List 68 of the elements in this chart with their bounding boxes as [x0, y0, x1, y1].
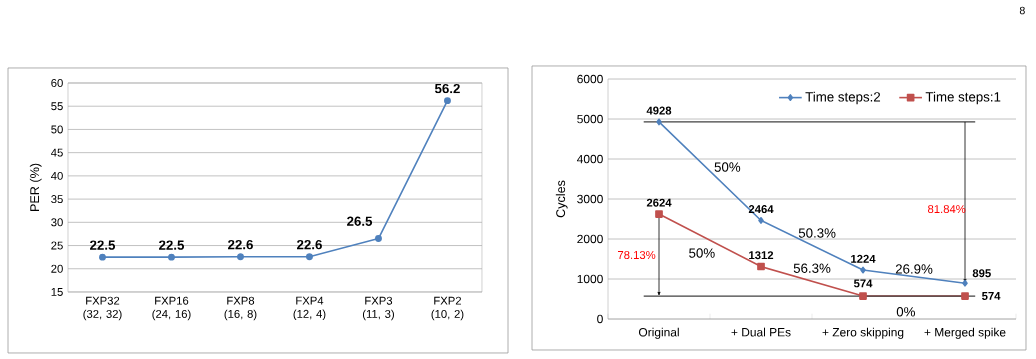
y-tick-label: 0 — [597, 314, 603, 324]
y-axis-title: PER (%) — [29, 163, 42, 211]
annotation: 56.3% — [793, 263, 831, 273]
legend-label: Time steps:1 — [925, 91, 1001, 105]
point — [757, 262, 765, 271]
annotation: 78.13% — [618, 251, 656, 259]
annotation: 50.3% — [798, 228, 836, 238]
y-tick-label: 45 — [50, 148, 63, 157]
point — [237, 253, 244, 261]
x-tick-label: FXP4 (12, 4) — [293, 296, 326, 321]
y-tick-label: 35 — [51, 195, 63, 204]
annotation: 81.84% — [928, 205, 966, 213]
y-tick-label: 50 — [51, 125, 63, 134]
x-tick-label: FXP16 (24, 16) — [152, 296, 191, 321]
point — [656, 118, 662, 126]
data-label: 574 — [853, 279, 873, 288]
y-tick-label: 6000 — [577, 74, 603, 84]
data-label: 1312 — [749, 251, 774, 260]
y-tick-label: 15 — [51, 288, 63, 296]
point — [961, 292, 969, 300]
point — [375, 235, 382, 243]
annotation: 0% — [896, 307, 915, 317]
annotation: 26.9% — [895, 264, 933, 274]
x-tick-label: + Merged spike — [924, 327, 1006, 339]
y-tick-label: 25 — [51, 241, 63, 250]
x-tick-label: FXP3 (11, 3) — [362, 296, 394, 321]
point — [758, 216, 764, 224]
legend-label: Time steps:2 — [805, 91, 881, 105]
point — [860, 266, 866, 274]
y-tick-label: 1000 — [577, 274, 603, 284]
data-label: 895 — [972, 269, 991, 278]
point — [306, 253, 313, 261]
y-tick-label: 60 — [51, 79, 63, 87]
point — [859, 292, 867, 300]
point — [655, 210, 663, 218]
y-tick-label: 3000 — [577, 194, 603, 204]
y-tick-label: 40 — [50, 171, 63, 180]
data-label: 4928 — [646, 106, 672, 115]
point — [962, 279, 968, 287]
data-label: 22.6 — [228, 239, 253, 250]
annotation: 50% — [714, 162, 741, 172]
point — [99, 253, 106, 261]
y-tick-label: 4000 — [576, 154, 603, 164]
x-tick-label: + Dual PEs — [731, 327, 791, 337]
data-label: 26.5 — [347, 216, 373, 226]
x-tick-label: Original — [638, 327, 679, 339]
y-axis-title: Cycles — [555, 180, 568, 218]
data-label: 574 — [982, 292, 1001, 300]
y-tick-label: 30 — [51, 218, 63, 227]
text: 8 — [1019, 6, 1025, 15]
x-tick-label: + Zero skipping — [822, 327, 904, 339]
point — [168, 253, 175, 261]
y-tick-label: 2000 — [577, 234, 603, 244]
y-tick-label: 20 — [51, 264, 63, 273]
data-label: 22.5 — [90, 240, 116, 250]
annotation: 50% — [689, 248, 715, 258]
y-tick-label: 55 — [51, 102, 63, 111]
data-label: 2624 — [646, 198, 672, 207]
x-tick-label: FXP8 (16, 8) — [224, 296, 257, 321]
point — [444, 97, 451, 105]
data-label: 56.2 — [434, 83, 460, 94]
data-label: 1224 — [851, 254, 876, 263]
x-tick-label: FXP2 (10, 2) — [431, 296, 464, 321]
data-label: 22.6 — [297, 239, 322, 250]
x-tick-label: FXP32 (32, 32) — [83, 296, 122, 321]
data-label: 2464 — [748, 205, 774, 214]
data-label: 22.5 — [159, 240, 185, 250]
y-tick-label: 5000 — [577, 114, 603, 124]
